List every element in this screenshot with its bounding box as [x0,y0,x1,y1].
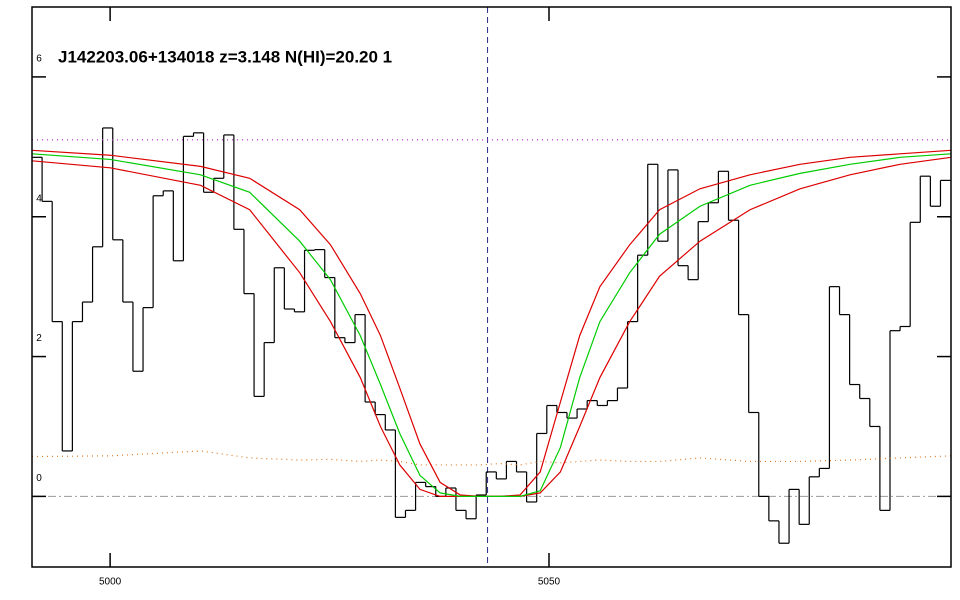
chart-title: J142203.06+134018 z=3.148 N(HI)=20.20 1 [58,47,392,66]
y-tick-label: 0 [36,473,42,484]
y-tick-label: 6 [36,54,42,65]
x-tick-label: 5000 [99,577,122,588]
flux-step-riser [41,127,942,544]
plot-frame [31,6,952,568]
y-tick-label: 2 [36,333,42,344]
y-tick-label: 4 [36,193,42,204]
x-tick-label: 5050 [538,577,561,588]
model-line [31,153,952,497]
